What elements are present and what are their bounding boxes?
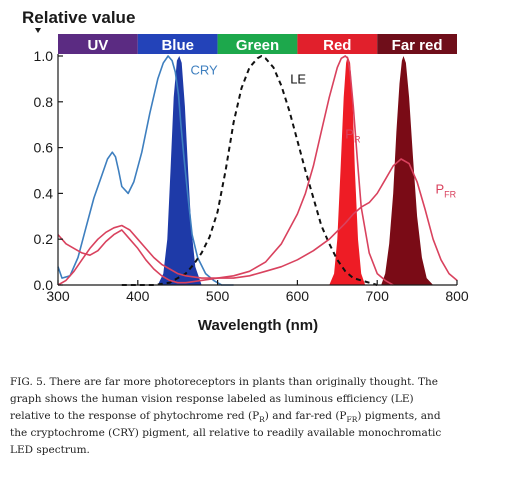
series-line-pfr [57,158,458,286]
x-tick-label: 400 [126,288,150,304]
led-peaks [157,56,434,285]
y-tick-label: 0.6 [34,140,54,156]
x-tick-label: 600 [286,288,310,304]
band-label-red: Red [323,37,351,54]
series-label-pr: PR [345,126,361,144]
spectrum-band-bar: UV Blue Green Red Far red [35,28,457,54]
series-lines [57,55,458,286]
band-red [297,34,378,54]
band-label-blue: Blue [161,37,194,54]
series-line-pr [57,55,394,286]
y-tick-label: 0.0 [34,277,54,293]
band-uv [58,34,138,54]
y-axis-arrow-icon [35,28,41,33]
x-tick-label: 700 [366,288,390,304]
x-tick-label: 500 [206,288,230,304]
y-axis-title: Relative value [22,8,135,27]
y-tick-label: 0.2 [34,231,54,247]
series-label-cry: CRY [190,62,218,77]
band-far-red [377,34,457,54]
band-label-uv: UV [87,37,108,54]
led-peak-far-red [381,56,434,285]
figure-caption: FIG. 5. There are far more photoreceptor… [10,376,442,456]
band-green [217,34,298,54]
band-blue [137,34,218,54]
x-tick-label: 800 [445,288,469,304]
series-label-pfr: PFR [435,181,456,199]
y-tick-label: 0.8 [34,94,54,110]
series-label-le: LE [290,71,306,86]
led-peak-blue [157,56,202,285]
series-line-le [121,55,378,286]
led-peak-red [329,56,366,285]
y-tick-label: 1.0 [34,48,54,64]
x-axis-title: Wavelength (nm) [198,317,318,334]
axes: 0.0 0.2 0.4 0.6 0.8 1.0 300 400 500 600 700 800 [34,48,469,304]
band-label-far-red: Far red [392,37,443,54]
series-labels: CRY LE PR PFR [190,62,456,199]
band-label-green: Green [236,37,279,54]
series-line-cry [57,55,234,286]
y-tick-label: 0.4 [34,185,54,201]
x-tick-label: 300 [46,288,70,304]
chart: Relative value UV Blue Green Red Far red 0.0… [22,8,469,334]
